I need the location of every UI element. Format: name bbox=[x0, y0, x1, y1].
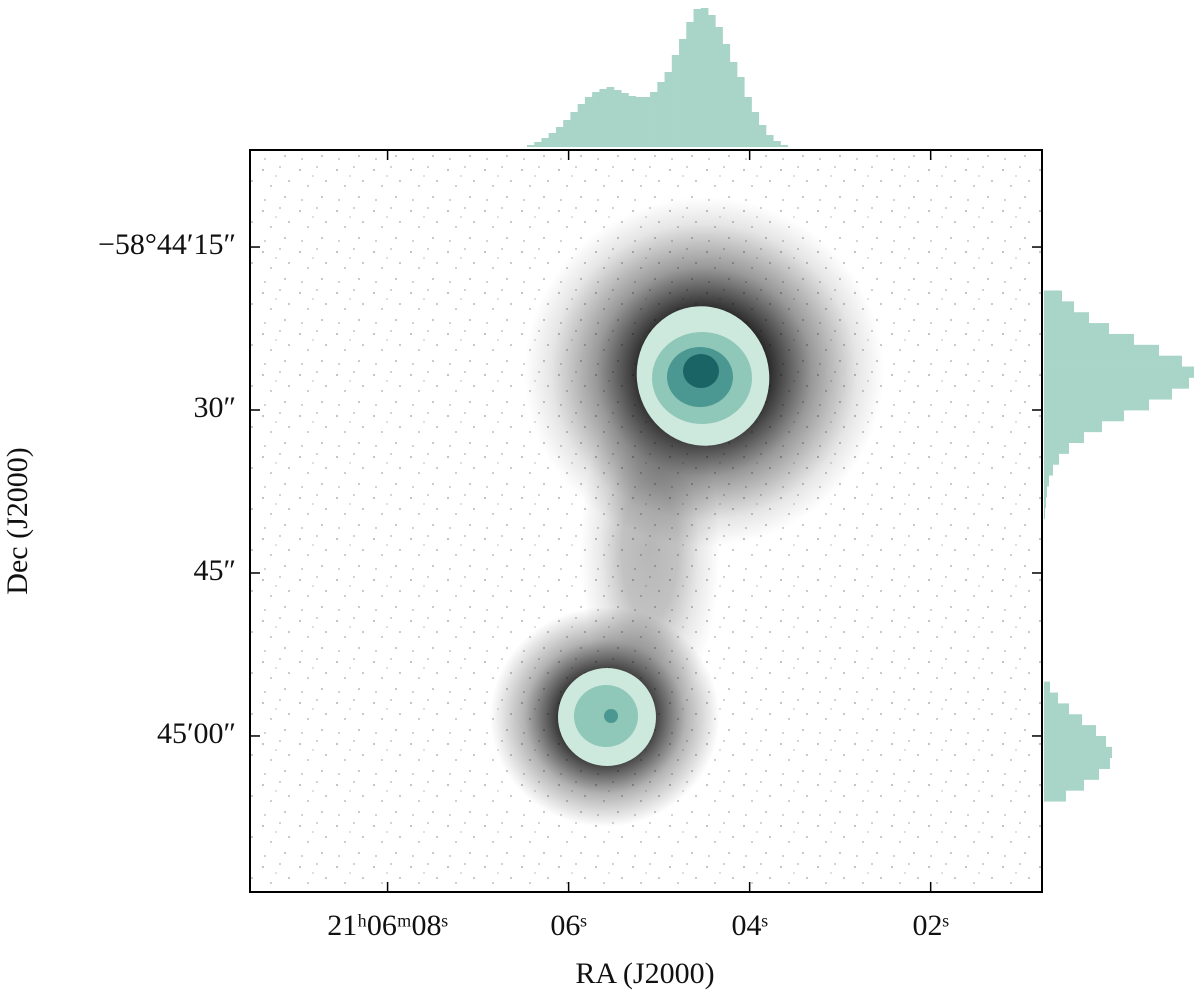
top-histogram-bar bbox=[570, 112, 579, 147]
right-histogram-bar bbox=[1044, 453, 1059, 465]
y-tick-label: 30″ bbox=[194, 391, 237, 424]
top-histogram-bar bbox=[780, 145, 789, 147]
scatter-cloud bbox=[250, 150, 1042, 892]
y-tick-label: 45′00″ bbox=[157, 717, 236, 750]
right-histogram-bar bbox=[1044, 790, 1066, 802]
right-histogram-bar bbox=[1044, 703, 1069, 715]
right-histogram-bar bbox=[1044, 507, 1045, 520]
top-histogram-bar bbox=[693, 9, 702, 147]
right-histogram-bar bbox=[1044, 366, 1194, 378]
x-tick-label: 02ˢ bbox=[912, 909, 948, 942]
right-histogram-bar bbox=[1044, 399, 1149, 411]
top-histogram-bar bbox=[729, 62, 738, 147]
top-histogram-bar bbox=[722, 44, 731, 147]
right-histogram-bar bbox=[1044, 725, 1096, 737]
right-histogram-bar bbox=[1044, 486, 1047, 498]
right-histogram-bar bbox=[1044, 410, 1124, 422]
top-histogram-bar bbox=[642, 97, 651, 147]
top-histogram-bar bbox=[744, 97, 752, 147]
y-axis-label: Dec (J2000) bbox=[1, 447, 34, 594]
top-histogram-bar bbox=[606, 87, 615, 147]
top-histogram-bar bbox=[671, 55, 680, 147]
right-histogram-bar bbox=[1044, 355, 1182, 367]
top-histogram-bar bbox=[664, 72, 673, 147]
plot-frame bbox=[249, 149, 1043, 893]
right-histogram-bar bbox=[1044, 344, 1159, 357]
right-histogram-bar bbox=[1044, 388, 1172, 400]
top-histogram-bar bbox=[563, 120, 571, 147]
right-histogram-bar bbox=[1044, 420, 1102, 433]
top-histogram-bar bbox=[765, 135, 774, 147]
right-histogram-bar bbox=[1044, 735, 1106, 748]
right-histogram-bar bbox=[1044, 475, 1049, 487]
top-histogram-bar bbox=[650, 92, 658, 147]
x-axis-label: RA (J2000) bbox=[575, 957, 714, 990]
top-histogram-bar bbox=[621, 93, 629, 147]
top-histogram-bar bbox=[599, 89, 608, 147]
top-histogram-bar bbox=[613, 90, 622, 147]
x-tick-label: 04ˢ bbox=[731, 909, 767, 942]
right-histogram-bar bbox=[1044, 746, 1112, 759]
top-histogram-bar bbox=[628, 96, 636, 147]
top-histogram-bar bbox=[758, 125, 767, 147]
top-histogram-bar bbox=[577, 104, 586, 147]
top-histogram-bar bbox=[686, 22, 694, 147]
top-histogram-bar bbox=[541, 138, 550, 147]
right-histogram-bar bbox=[1044, 442, 1069, 454]
top-histogram-bar bbox=[751, 112, 760, 147]
x-tick-label: 06ˢ bbox=[550, 909, 586, 942]
y-tick-label: −58°44′15″ bbox=[98, 228, 236, 261]
right-histogram-bar bbox=[1044, 757, 1110, 769]
right-histogram-bar bbox=[1044, 301, 1074, 313]
top-histogram-bar bbox=[584, 97, 593, 147]
top-histogram-bar bbox=[679, 39, 687, 147]
right-histogram-bar bbox=[1044, 431, 1084, 444]
right-histogram-bar bbox=[1044, 333, 1134, 346]
top-histogram-bar bbox=[657, 82, 665, 147]
top-histogram-bar bbox=[700, 8, 709, 147]
right-histogram-bar bbox=[1044, 377, 1189, 389]
x-tick-label: 21ʰ06ᵐ08ˢ bbox=[327, 909, 448, 942]
right-histogram-bar bbox=[1044, 312, 1089, 324]
density-contours bbox=[558, 306, 770, 766]
right-histogram-bar bbox=[1044, 323, 1109, 335]
right-histogram-bar bbox=[1044, 779, 1084, 791]
right-histogram-bar bbox=[1044, 692, 1058, 704]
top-histogram-bar bbox=[715, 27, 723, 147]
top-histogram-bar bbox=[736, 77, 745, 147]
right-histogram-bar bbox=[1044, 714, 1082, 726]
top-histogram-bar bbox=[548, 133, 557, 147]
top-histogram-bar bbox=[773, 141, 781, 147]
top-histogram-bar bbox=[526, 145, 535, 147]
right-histogram-bar bbox=[1044, 768, 1099, 780]
y-tick-label: 45″ bbox=[194, 554, 237, 587]
top-histogram-bar bbox=[592, 92, 600, 147]
top-histogram-bar bbox=[555, 127, 564, 147]
top-histogram-bar bbox=[708, 15, 716, 147]
right-histogram-bar bbox=[1044, 464, 1053, 476]
top-histogram-bar bbox=[534, 142, 542, 147]
right-histogram-bar bbox=[1044, 290, 1062, 302]
right-histogram-bar bbox=[1044, 681, 1050, 693]
right-histogram-bar bbox=[1044, 496, 1046, 509]
top-histogram-bar bbox=[635, 97, 644, 147]
